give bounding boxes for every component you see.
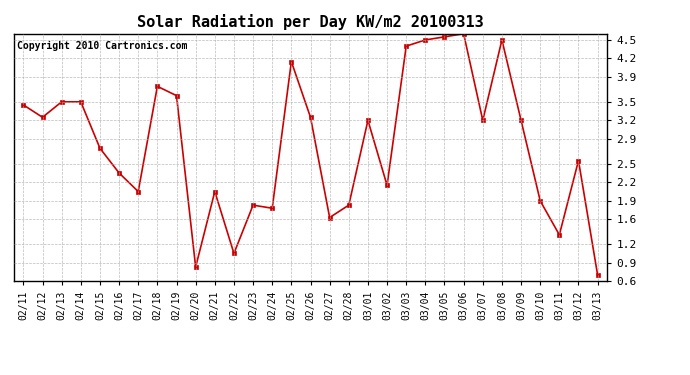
- Text: Copyright 2010 Cartronics.com: Copyright 2010 Cartronics.com: [17, 41, 187, 51]
- Title: Solar Radiation per Day KW/m2 20100313: Solar Radiation per Day KW/m2 20100313: [137, 14, 484, 30]
